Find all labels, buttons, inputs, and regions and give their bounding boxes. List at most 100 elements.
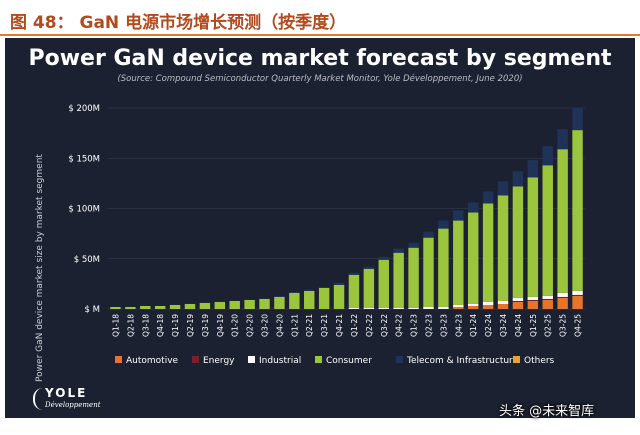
document-header: 图 48： GaN 电源市场增长预测（按季度） bbox=[0, 0, 640, 38]
x-tick-label: Q2-24 bbox=[484, 314, 493, 337]
bar-segment bbox=[512, 171, 524, 187]
bar-segment bbox=[289, 291, 300, 293]
logo-wordmark: YOLE bbox=[45, 386, 88, 400]
x-tick-label: Q3-24 bbox=[499, 314, 508, 337]
bar-segment bbox=[527, 296, 539, 300]
legend-item: Automotive bbox=[115, 356, 178, 366]
bar-segment bbox=[438, 306, 449, 309]
yole-logo: YOLE Développement bbox=[33, 386, 113, 412]
bar-segment bbox=[333, 284, 345, 309]
x-tick-label: Q1-22 bbox=[350, 314, 359, 337]
legend-item: Energy bbox=[192, 356, 235, 366]
bar-segment bbox=[169, 304, 181, 309]
bar-segment bbox=[438, 220, 449, 229]
bar-segment bbox=[125, 306, 136, 309]
y-tick-label: $ M bbox=[85, 305, 100, 315]
bar-segment bbox=[482, 191, 494, 204]
x-tick-label: Q3-20 bbox=[261, 314, 270, 337]
x-tick-label: Q4-18 bbox=[156, 314, 165, 337]
bar-segment bbox=[423, 231, 434, 238]
x-tick-label: Q4-25 bbox=[574, 314, 583, 337]
y-tick-label: $ 200M bbox=[68, 104, 100, 114]
chart-subtitle: (Source: Compound Semiconductor Quarterl… bbox=[117, 74, 523, 84]
bar-segment bbox=[497, 300, 509, 304]
bar-segment bbox=[304, 289, 315, 291]
bar-segment bbox=[542, 298, 553, 300]
bar-segment bbox=[497, 195, 509, 301]
bar-segment bbox=[512, 301, 524, 309]
bar-segment bbox=[214, 301, 226, 309]
x-tick-label: Q2-22 bbox=[365, 314, 374, 337]
legend-swatch bbox=[315, 356, 322, 363]
bar-segment bbox=[274, 295, 285, 297]
bar-segment bbox=[557, 297, 568, 309]
bar-segment bbox=[378, 307, 389, 309]
watermark: 头条 @未来智库 bbox=[499, 404, 595, 419]
bar-segment bbox=[527, 300, 539, 309]
x-tick-label: Q3-19 bbox=[201, 314, 210, 337]
x-tick-label: Q2-19 bbox=[186, 314, 195, 337]
bar-segment bbox=[408, 242, 419, 248]
bar-segment bbox=[557, 292, 568, 297]
x-tick-label: Q1-23 bbox=[410, 314, 419, 337]
bar-segment bbox=[467, 202, 479, 213]
legend-label: Telecom & Infrastructure bbox=[407, 356, 519, 366]
x-tick-label: Q2-21 bbox=[305, 314, 314, 337]
bar-segment bbox=[348, 307, 360, 309]
legend-item: Telecom & Infrastructure bbox=[396, 356, 518, 366]
bar-segment bbox=[274, 296, 285, 309]
bar-segment bbox=[512, 297, 524, 301]
legend-label: Automotive bbox=[126, 356, 179, 366]
bar-segment bbox=[289, 292, 300, 309]
bar-segment bbox=[557, 296, 568, 298]
bar-segment bbox=[318, 287, 330, 309]
x-tick-label: Q3-18 bbox=[141, 314, 150, 337]
bar-segment bbox=[408, 247, 419, 308]
x-tick-label: Q3-23 bbox=[439, 314, 448, 337]
x-tick-label: Q2-25 bbox=[544, 314, 553, 337]
bar-segment bbox=[318, 286, 330, 288]
bar-segment bbox=[467, 212, 479, 304]
legend-item: Industrial bbox=[248, 356, 301, 366]
x-tick-label: Q4-19 bbox=[216, 314, 225, 337]
legend-label: Consumer bbox=[326, 356, 372, 366]
x-tick-label: Q3-22 bbox=[380, 314, 389, 337]
bar-segment bbox=[110, 306, 121, 309]
bar-segment bbox=[393, 248, 404, 253]
legend-item: Consumer bbox=[315, 356, 372, 366]
legend-swatch bbox=[115, 356, 122, 363]
x-tick-label: Q4-20 bbox=[275, 314, 284, 337]
bar-segment bbox=[497, 181, 509, 196]
bar-segment bbox=[453, 304, 464, 307]
bar-segment bbox=[542, 165, 553, 296]
logo-subtitle: Développement bbox=[45, 401, 101, 409]
legend-label: Industrial bbox=[259, 356, 302, 366]
bar-segment bbox=[542, 299, 553, 309]
legend-swatch bbox=[396, 356, 403, 363]
bar-segment bbox=[572, 295, 583, 309]
x-tick-label: Q1-20 bbox=[231, 314, 240, 337]
legend-swatch bbox=[248, 356, 255, 363]
bar-segment bbox=[244, 299, 255, 309]
bar-segment bbox=[423, 306, 434, 309]
bar-segment bbox=[572, 130, 583, 291]
x-tick-label: Q1-18 bbox=[111, 314, 120, 337]
bar-segment bbox=[363, 266, 375, 269]
bar-segment bbox=[527, 160, 539, 178]
y-tick-label: $ 150M bbox=[68, 154, 100, 164]
bar-segment bbox=[259, 298, 270, 309]
legend-swatch bbox=[513, 356, 520, 363]
bar-segment bbox=[497, 303, 509, 309]
x-tick-label: Q4-21 bbox=[335, 314, 344, 337]
bar-segment bbox=[423, 237, 434, 307]
x-tick-label: Q1-21 bbox=[290, 314, 299, 337]
x-tick-label: Q2-20 bbox=[246, 314, 255, 337]
x-tick-label: Q4-24 bbox=[514, 314, 523, 337]
x-tick-label: Q3-21 bbox=[320, 314, 329, 337]
bar-segment bbox=[393, 307, 404, 309]
bar-segment bbox=[378, 259, 389, 308]
chart-title: Power GaN device market forecast by segm… bbox=[28, 46, 612, 71]
y-tick-label: $ 50M bbox=[74, 255, 100, 265]
bar-segment bbox=[363, 307, 375, 309]
bar-segment bbox=[482, 304, 494, 309]
